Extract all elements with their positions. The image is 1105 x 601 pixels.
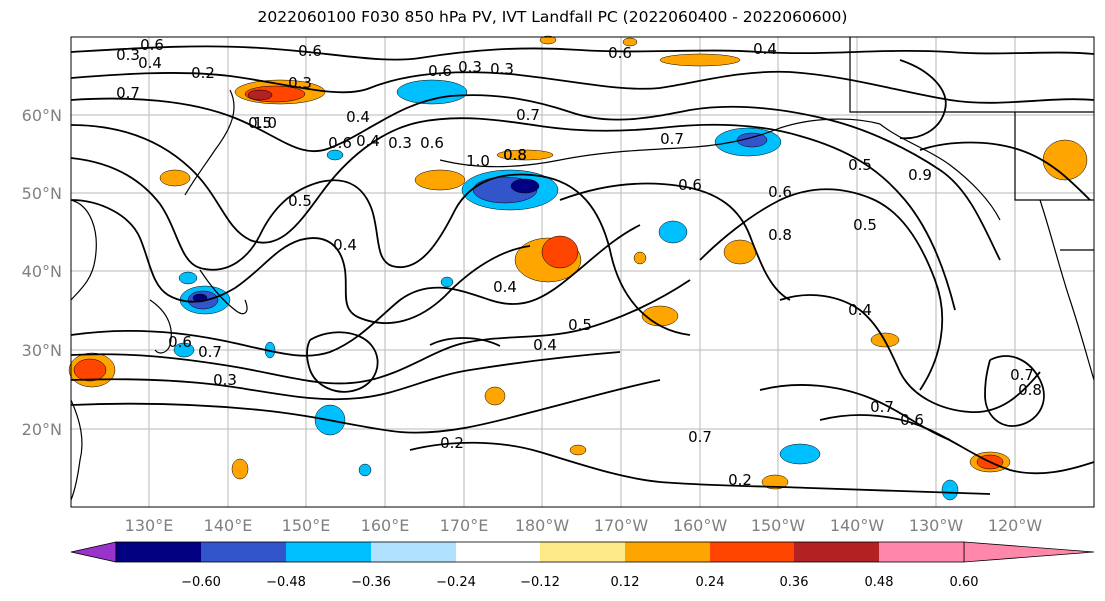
contour-label: 0.6	[900, 411, 924, 429]
contour-labels: 0.30.60.40.70.20.30.60.5 0.40.60.31.0 0.70…	[116, 36, 1042, 489]
colorbar-tick-label: −0.60	[181, 575, 221, 590]
colorbar-tick-label: −0.36	[351, 575, 391, 590]
contour-label: 0.6	[420, 134, 444, 152]
contour-label: 0.6	[298, 42, 322, 60]
colorbar-extend-low	[70, 541, 117, 563]
contour-label: 0.7	[198, 343, 222, 361]
longitude-labels: 130°E 140°E 150°E 160°E 170°E 180°W 170°…	[125, 516, 1043, 535]
contour-label: 0.5	[853, 216, 877, 234]
colorbar-tick-label: 0.60	[950, 575, 979, 590]
contour-label: 0.8	[503, 146, 527, 164]
colorbar-segment	[286, 542, 371, 562]
contour-label: 0.3	[213, 371, 237, 389]
lon-label-140e: 140°E	[204, 516, 253, 535]
contour-label: 0.8	[503, 146, 527, 164]
contour-label: 0.4	[346, 108, 370, 126]
contour-label: 0.8	[768, 226, 792, 244]
contour-label: 0.4	[333, 236, 357, 254]
colorbar-segment	[201, 542, 286, 562]
contour-label: 0.6	[168, 333, 192, 351]
lon-label-150e: 150°E	[282, 516, 331, 535]
colorbar-extend-high	[963, 541, 1095, 563]
colorbar-outline	[115, 541, 965, 563]
contour-label: 0.8	[1018, 381, 1042, 399]
colorbar-tick-label: 0.36	[780, 575, 809, 590]
colorbar-tick-label: −0.12	[520, 575, 560, 590]
colorbar-tick-label: −0.48	[266, 575, 306, 590]
lon-label-160w: 160°W	[673, 516, 728, 535]
lat-label-40n: 40°N	[22, 262, 62, 281]
pv-contours	[70, 45, 1095, 495]
colorbar-segment	[116, 542, 201, 562]
contour-label: 0.6	[768, 183, 792, 201]
colorbar-tick-label: −0.24	[436, 575, 476, 590]
contour-label: 0.4	[138, 54, 162, 72]
contour-label: 0.3	[388, 134, 412, 152]
contour-label: 1.0	[466, 152, 490, 170]
contour-label: 0.4	[753, 40, 777, 58]
lon-label-130w: 130°W	[909, 516, 964, 535]
contour-label: 0.4	[493, 278, 517, 296]
lon-label-180w: 180°W	[515, 516, 570, 535]
map-title: 2022060100 F030 850 hPa PV, IVT Landfall…	[257, 8, 848, 26]
lon-label-170w: 170°W	[594, 516, 649, 535]
colorbar-tick-label: 0.12	[611, 575, 640, 590]
contour-label: 0.3	[490, 60, 514, 78]
lat-label-30n: 30°N	[22, 341, 62, 360]
lon-label-130e: 130°E	[125, 516, 174, 535]
contour-label: 0.7	[870, 398, 894, 416]
lon-label-170e: 170°E	[440, 516, 489, 535]
contour-label: 0.2	[191, 64, 215, 82]
contour-label: 0.9	[908, 166, 932, 184]
contour-label: 0.6	[328, 134, 352, 152]
contour-label: 0.6	[678, 176, 702, 194]
contour-label: 0.3	[458, 58, 482, 76]
colorbar-segment	[371, 542, 456, 562]
lat-label-60n: 60°N	[22, 106, 62, 125]
lon-label-150w: 150°W	[751, 516, 806, 535]
contour-label: 0.2	[440, 434, 464, 452]
coastlines	[70, 37, 1095, 501]
map-frame	[70, 36, 1095, 508]
colorbar-segment	[879, 542, 964, 562]
colorbar-tick-label: 0.24	[696, 575, 725, 590]
contour-label: 0.3	[288, 74, 312, 92]
contour-label: 0.6	[608, 44, 632, 62]
contour-label: 0.4	[533, 336, 557, 354]
contour-label: 0.6	[140, 36, 164, 54]
colorbar-tick-label: 0.48	[865, 575, 894, 590]
lon-label-140w: 140°W	[830, 516, 885, 535]
contour-label: 0.4	[356, 132, 380, 150]
contour-label: 0.7	[1010, 366, 1034, 384]
colorbar-segment	[710, 542, 794, 562]
contour-label: 0.6	[428, 62, 452, 80]
colorbar-segment	[540, 542, 625, 562]
colorbar-segment	[794, 542, 879, 562]
lon-label-120w: 120°W	[988, 516, 1043, 535]
contour-label: 0.7	[660, 130, 684, 148]
lon-label-160e: 160°E	[361, 516, 410, 535]
lat-label-50n: 50°N	[22, 184, 62, 203]
latitude-labels: 60°N 50°N 40°N 30°N 20°N	[22, 106, 62, 439]
contour-label: 0.3	[116, 46, 140, 64]
contour-label: 0.2	[728, 471, 752, 489]
colorbar-segment	[625, 542, 710, 562]
contour-label: 0.7	[516, 106, 540, 124]
contour-label: 0.5	[568, 316, 592, 334]
contour-label: 0.7	[116, 84, 140, 102]
colorbar-segment	[456, 542, 540, 562]
contour-label: 0.4	[848, 301, 872, 319]
contour-label: 0.5	[848, 156, 872, 174]
contour-label: 0.7	[688, 428, 712, 446]
contour-label: 0.5	[248, 114, 272, 132]
lat-label-20n: 20°N	[22, 420, 62, 439]
colorbar: −0.60 −0.48 −0.36 −0.24 −0.12 0.12 0.24 …	[70, 541, 1095, 590]
contour-label: 0.5	[288, 192, 312, 210]
contour-label: 1.0	[253, 114, 277, 132]
